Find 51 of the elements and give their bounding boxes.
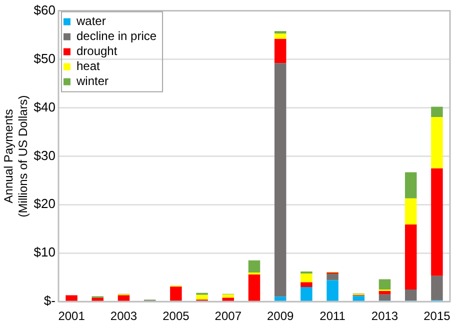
bar [404, 198, 417, 225]
bar [274, 63, 286, 297]
bar [248, 274, 260, 301]
bar [326, 273, 338, 280]
bar [404, 224, 417, 290]
bar [274, 38, 286, 64]
x-tick-label: 2015 [424, 309, 451, 324]
bar [404, 172, 417, 198]
bar [326, 280, 338, 301]
bar [274, 31, 286, 34]
bar [404, 289, 417, 301]
y-tick-label: $20 [34, 196, 56, 212]
legend-label: winter [75, 74, 109, 88]
x-tick-label: 2011 [320, 309, 346, 324]
y-tick-label: $40 [34, 99, 56, 114]
bar [300, 273, 312, 282]
bar [431, 168, 443, 276]
bar [431, 116, 443, 168]
x-tick-label: 2001 [58, 309, 86, 324]
legend-label: drought [76, 44, 118, 58]
y-tick-label: $- [44, 293, 56, 308]
legend-label: decline in price [76, 29, 157, 44]
y-tick-label: $30 [34, 148, 56, 163]
bar [300, 287, 312, 301]
bar [378, 290, 391, 294]
bar [274, 34, 286, 39]
x-tick-label: 2013 [371, 309, 398, 324]
y-tick-label: $50 [34, 50, 56, 66]
y-tick-label: $10 [34, 244, 56, 260]
bar [352, 296, 365, 301]
bar [431, 276, 443, 300]
bar [431, 106, 443, 117]
legend-label: heat [76, 59, 101, 74]
bar [378, 294, 391, 301]
bar [274, 296, 286, 301]
bar [118, 295, 130, 301]
y-axis-title: Annual Payments (Millions of US Dollars) [2, 95, 30, 218]
x-tick-label: 2003 [110, 309, 138, 324]
bar [92, 298, 104, 301]
x-tick-label: 2005 [162, 309, 190, 324]
y-tick-label: $60 [34, 2, 56, 18]
x-tick-label: 2007 [214, 309, 242, 324]
bar [170, 286, 182, 301]
bar [196, 294, 208, 300]
bar [300, 282, 312, 288]
bar [378, 279, 391, 290]
legend-label: water [75, 14, 106, 28]
bar [66, 295, 78, 301]
bar [222, 298, 234, 301]
bar [248, 260, 260, 273]
x-tick-label: 2009 [266, 309, 294, 324]
